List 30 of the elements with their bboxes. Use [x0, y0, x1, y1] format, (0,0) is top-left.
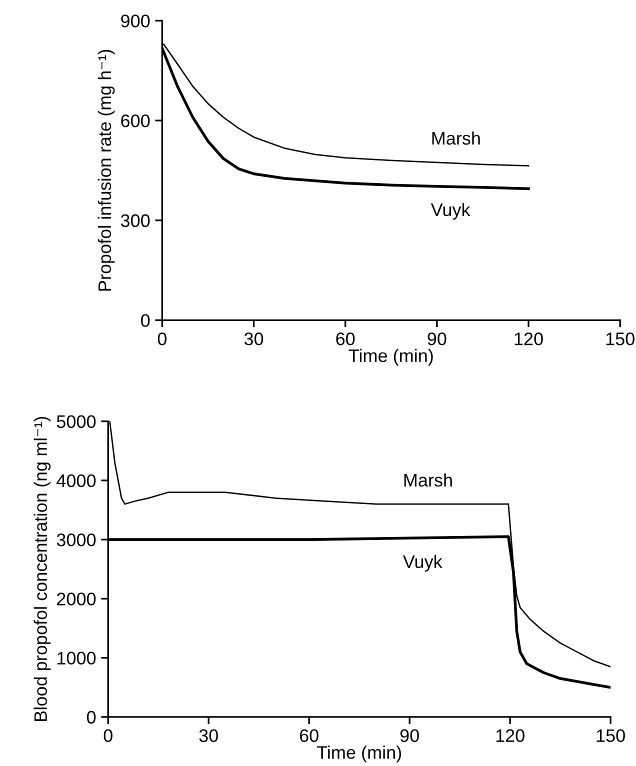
y-axis-title: Propofol infusion rate (mg h⁻¹) — [98, 50, 115, 291]
x-tick-label: 90 — [400, 729, 419, 742]
x-tick-label: 30 — [199, 729, 218, 742]
series-label: Vuyk — [430, 202, 470, 220]
y-tick-label: 4000 — [56, 474, 96, 488]
x-tick-label: 120 — [496, 729, 524, 742]
x-tick-label: 150 — [606, 332, 634, 346]
x-tick-label: 0 — [158, 332, 166, 346]
x-tick-label: 30 — [244, 332, 264, 346]
x-axis-title: Time (min) — [316, 746, 402, 762]
x-tick-label: 150 — [596, 729, 625, 742]
y-axis-title: Blood propofol concentration (ng ml⁻¹) — [34, 416, 51, 721]
series-label: Marsh — [432, 131, 480, 145]
x-tick-label: 60 — [300, 729, 318, 742]
y-tick-label: 300 — [120, 214, 150, 228]
x-axis-title: Time (min) — [348, 348, 433, 366]
y-tick-label: 2000 — [57, 592, 96, 606]
y-tick-label: 0 — [86, 710, 96, 724]
x-tick-label: 60 — [336, 332, 355, 346]
x-tick-label: 90 — [428, 332, 446, 346]
y-tick-label: 3000 — [56, 534, 96, 546]
series-label: Marsh — [404, 473, 452, 487]
y-tick-label: 5000 — [56, 415, 96, 428]
y-tick-label: 0 — [141, 314, 150, 327]
y-tick-label: 900 — [121, 14, 150, 28]
y-tick-label: 1000 — [58, 652, 96, 665]
y-tick-label: 600 — [121, 114, 150, 128]
x-tick-label: 120 — [514, 332, 543, 346]
series-label: Vuyk — [402, 554, 442, 572]
x-tick-label: 0 — [104, 729, 112, 742]
